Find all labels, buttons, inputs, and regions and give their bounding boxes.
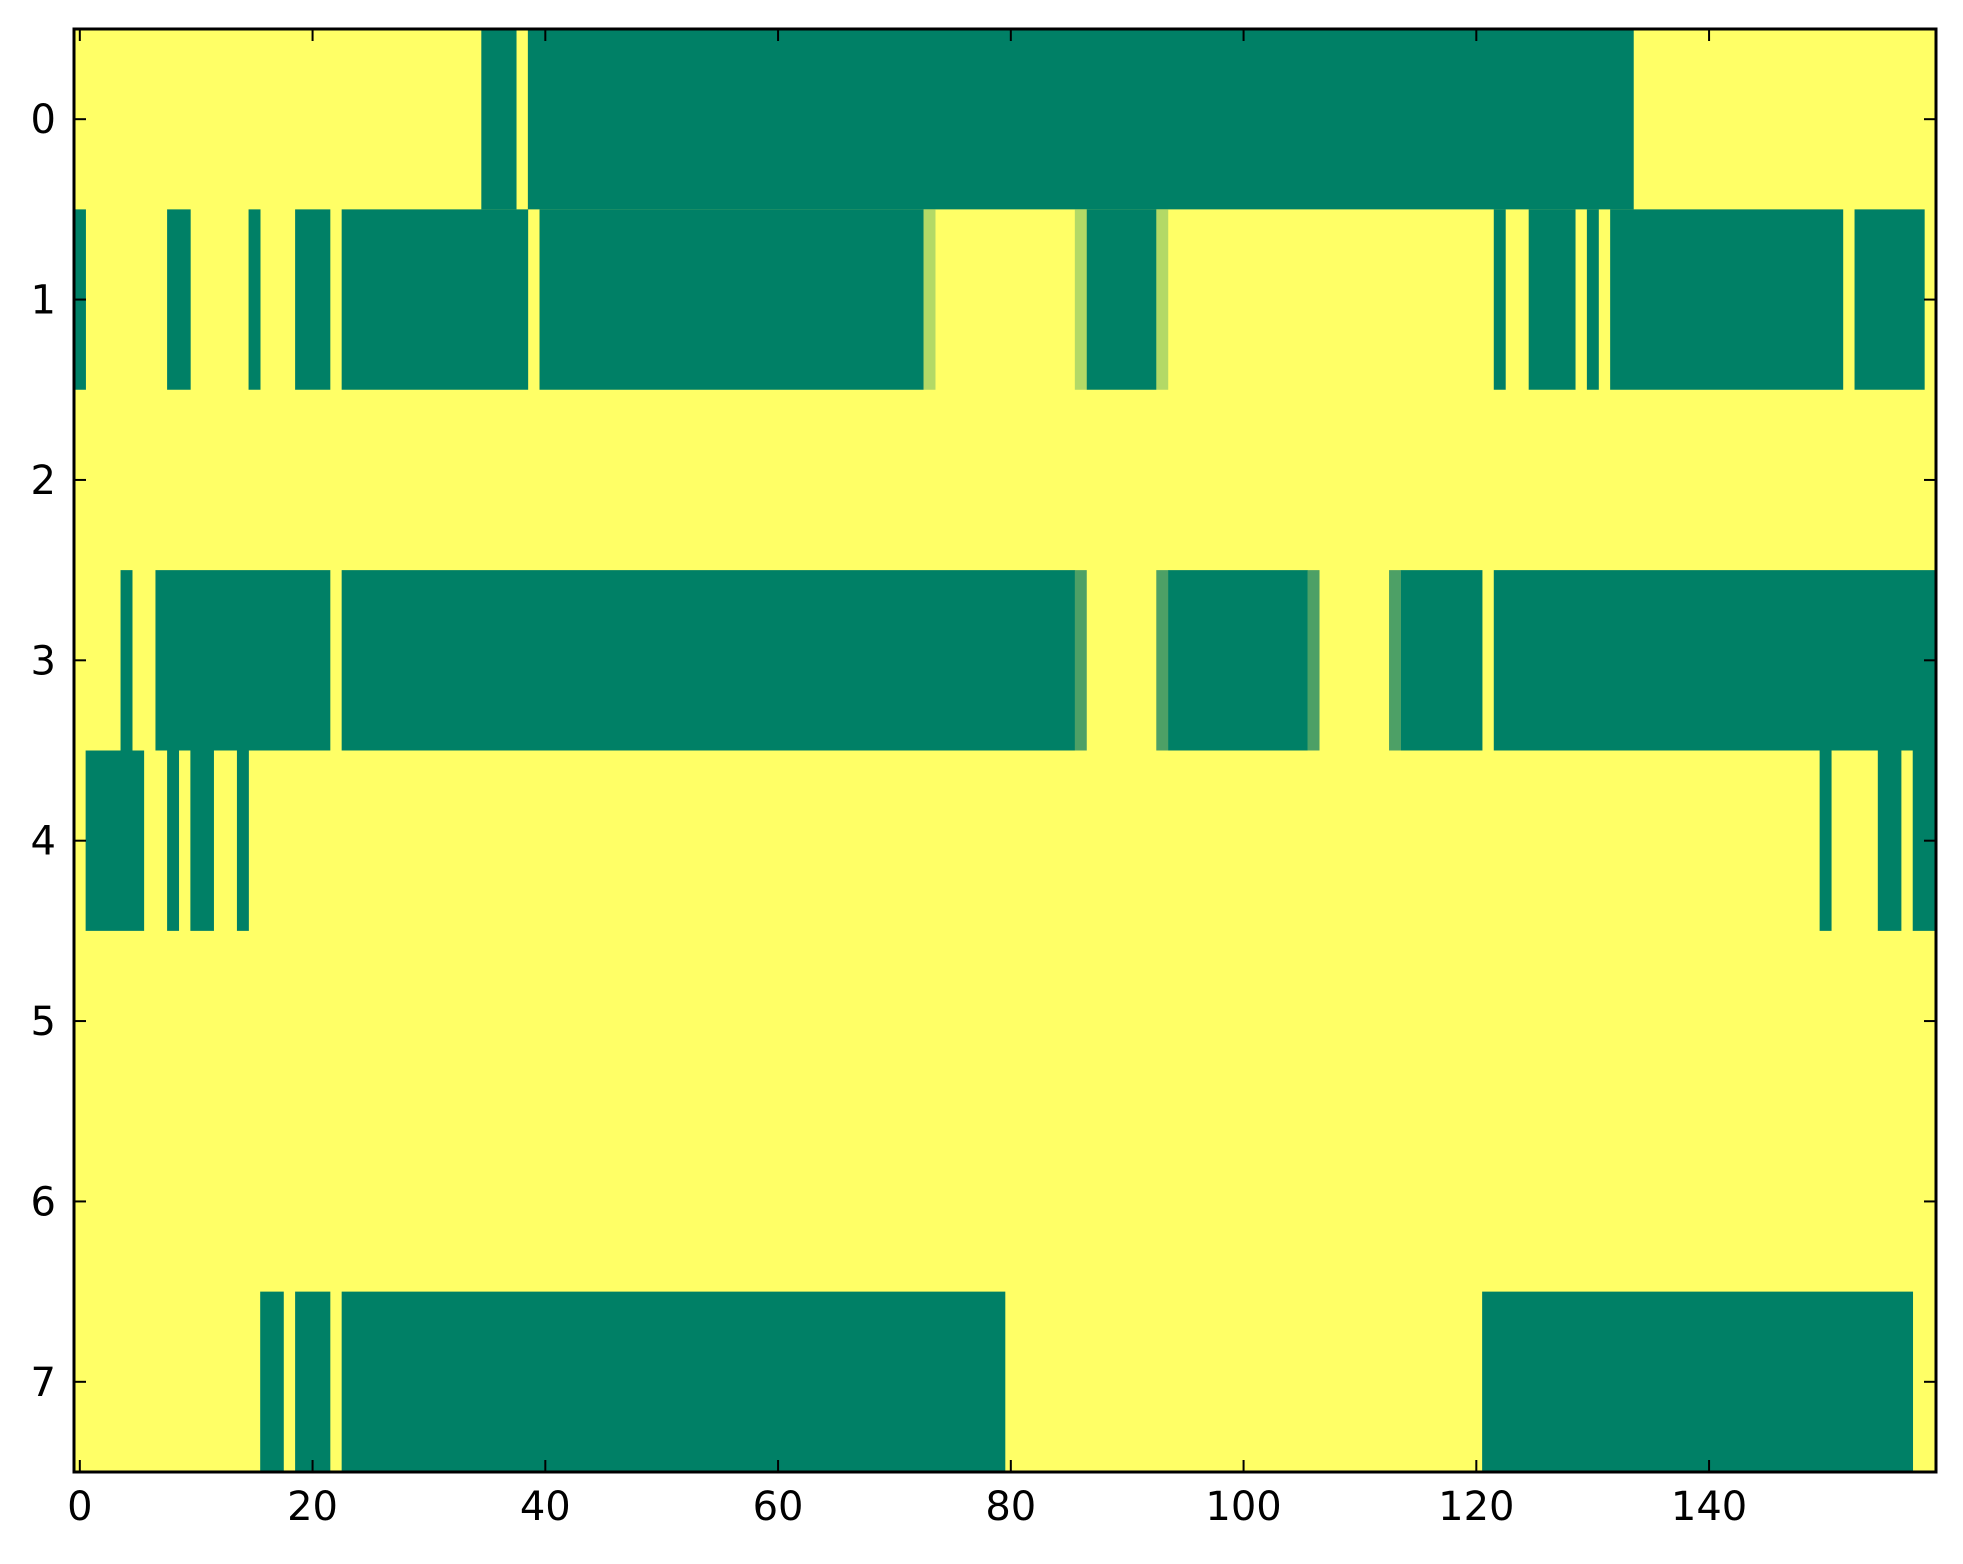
heatmap-cell-high: [248, 209, 261, 391]
y-tick-label: 7: [31, 1360, 56, 1406]
heatmap-row-4: [74, 750, 1936, 932]
heatmap-cell-mid-dark: [1074, 570, 1087, 751]
heatmap-cell-high: [1482, 1291, 1914, 1473]
y-tick-label: 2: [31, 458, 56, 504]
heatmap-row-2: [74, 389, 1936, 571]
x-tick-label: 100: [1205, 1484, 1281, 1530]
heatmap-row-5: [74, 930, 1936, 1112]
heatmap-cell-high: [1877, 750, 1902, 932]
y-tick-label: 0: [31, 97, 56, 143]
x-tick-label: 0: [67, 1484, 92, 1530]
heatmap-cell-high: [1167, 570, 1308, 751]
heatmap-cell-high: [527, 29, 1634, 210]
heatmap-cell-high: [1528, 209, 1576, 391]
heatmap-cell-high: [236, 750, 249, 932]
heatmap-cell-high: [167, 209, 191, 391]
heatmap-cell-mid-dark: [1307, 570, 1320, 751]
x-tick-label: 80: [985, 1484, 1036, 1530]
heatmap-cell-high: [167, 750, 180, 932]
y-tick-label: 4: [31, 819, 56, 865]
y-tick-label: 5: [31, 999, 56, 1045]
heatmap-cell-mid-dark: [1156, 570, 1169, 751]
heatmap-cell-high: [539, 209, 924, 391]
x-tick-label: 20: [287, 1484, 338, 1530]
y-axis: 0 1 2 3 4 5 6 7: [31, 97, 1936, 1406]
x-tick-label: 140: [1671, 1484, 1747, 1530]
y-tick-label: 3: [31, 638, 56, 684]
x-tick-label: 60: [753, 1484, 804, 1530]
heatmap-cell-high: [341, 570, 1076, 751]
heatmap-cell-mid-dark: [1389, 570, 1401, 751]
heatmap-cell-high: [120, 570, 133, 751]
heatmap-cell-high: [1493, 570, 1937, 751]
x-tick-label: 120: [1438, 1484, 1514, 1530]
heatmap-cell-high: [1086, 209, 1157, 391]
plot-area: [74, 29, 1937, 1473]
heatmap-cell-high: [190, 750, 214, 932]
heatmap-cell-high: [481, 29, 517, 210]
heatmap-cell-high: [1493, 209, 1506, 391]
heatmap-cell-mid-light: [923, 209, 936, 391]
heatmap-cell-high: [260, 1291, 284, 1473]
heatmap-cell-high: [295, 1291, 331, 1473]
heatmap-cell-high: [1819, 750, 1832, 932]
y-tick-label: 6: [31, 1179, 56, 1225]
heatmap-cell-high: [85, 750, 145, 932]
heatmap-cell-mid-light: [1074, 209, 1087, 391]
heatmap-cell-high: [155, 570, 331, 751]
heatmap-cell-high: [1610, 209, 1844, 391]
plot-frame: [72, 27, 1938, 1474]
x-axis: 0 20 40 60 80 100 120 140: [67, 29, 1747, 1530]
heatmap-row-6: [74, 1111, 1936, 1293]
heatmap-cell-high: [1400, 570, 1483, 751]
heatmap-cell-high: [341, 1291, 1006, 1473]
heatmap-cell-mid-light: [1156, 209, 1169, 391]
x-tick-label: 40: [520, 1484, 571, 1530]
heatmap-cell-high: [1854, 209, 1925, 391]
y-tick-label: 1: [31, 278, 56, 324]
heatmap-cell-high: [295, 209, 331, 391]
heatmap-cell-high: [1586, 209, 1599, 391]
heatmap-cell-high: [341, 209, 529, 391]
